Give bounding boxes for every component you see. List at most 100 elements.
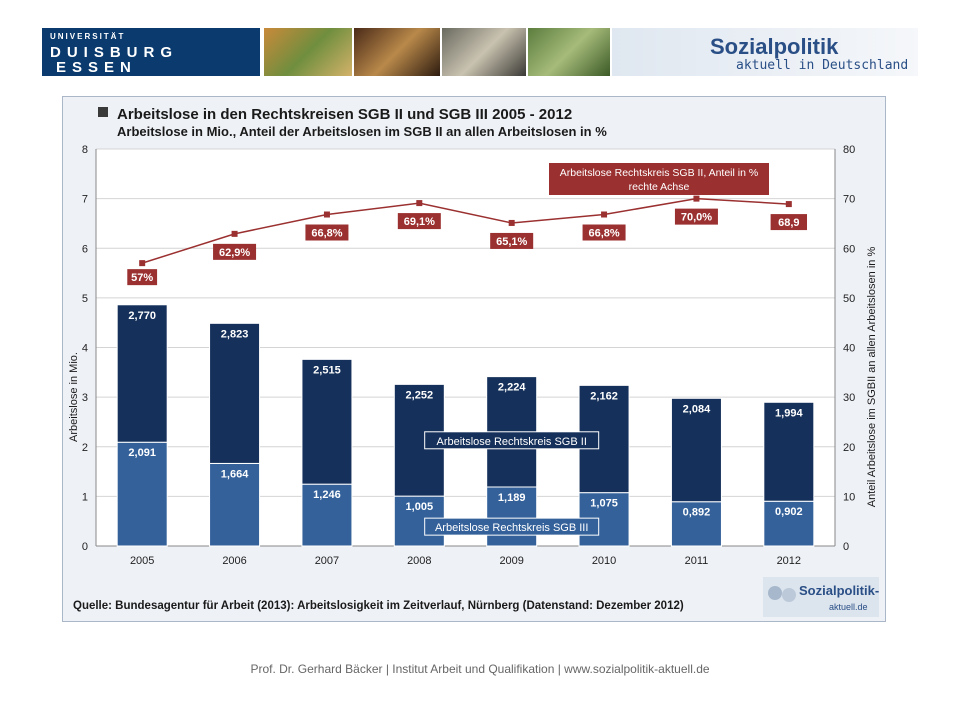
- x-tick-label: 2010: [592, 555, 616, 567]
- data-label-sgb2: 2,515: [313, 364, 341, 376]
- data-label-sgb3: 1,246: [313, 489, 341, 501]
- y-tick-label: 1: [82, 491, 88, 503]
- line-point: [323, 211, 330, 218]
- data-label-sgb2: 2,252: [406, 389, 434, 401]
- bar-sgb2-2011: [670, 397, 722, 503]
- data-label-sgb3: 1,664: [221, 468, 249, 480]
- line-point: [601, 211, 608, 218]
- line-data-label-box: [127, 269, 158, 286]
- x-tick-label: 2007: [315, 555, 339, 567]
- data-label-sgb2: 2,224: [498, 382, 526, 394]
- sozialpolitik-logo[interactable]: Sozialpolitik aktuell in Deutschland: [612, 28, 918, 76]
- line-data-label: 57%: [131, 272, 153, 284]
- y-axis-label: Arbeitslose in Mio.: [68, 352, 80, 442]
- x-tick-label: 2008: [407, 555, 431, 567]
- data-label-sgb2: 2,084: [683, 403, 711, 415]
- bar-sgb3-2006: [209, 462, 261, 547]
- y-tick-label: 0: [82, 541, 88, 553]
- university-logo-line3: ESSEN: [56, 59, 137, 76]
- y-tick-label: 2: [82, 442, 88, 454]
- y2-tick-label: 30: [843, 392, 855, 404]
- bar-sgb2-2005: [116, 304, 168, 443]
- chart-svg: Arbeitslose in den Rechtskreisen SGB II …: [68, 106, 879, 617]
- line-point: [231, 230, 238, 237]
- y2-tick-label: 10: [843, 491, 855, 503]
- page-header: UNIVERSITÄT DUISBURG ESSEN Sozialpolitik…: [0, 0, 960, 82]
- x-tick-label: 2006: [222, 555, 246, 567]
- data-label-sgb2: 2,770: [128, 310, 156, 322]
- line-point: [785, 201, 792, 208]
- y2-axis-label: Anteil Arbeitslose im SGBII an allen Arb…: [866, 247, 878, 508]
- line-sgb2-share: [141, 197, 789, 264]
- bar-sgb3-2007: [301, 483, 353, 547]
- header-photo-4: [528, 28, 610, 76]
- data-label-sgb3: 1,189: [498, 492, 526, 504]
- footer-credit: Prof. Dr. Gerhard Bäcker | Institut Arbe…: [250, 662, 710, 676]
- header-photo-3: [442, 28, 526, 76]
- watermark-logo: Sozialpolitik- aktuell.de: [763, 577, 879, 617]
- university-logo-line1: UNIVERSITÄT: [50, 32, 126, 41]
- line-data-label: 62,9%: [219, 247, 250, 259]
- line-data-label: 70,0%: [681, 212, 712, 224]
- x-tick-label: 2012: [777, 555, 801, 567]
- data-label-sgb2: 2,823: [221, 328, 249, 340]
- line-point: [416, 200, 423, 207]
- data-label-sgb3: 1,075: [590, 498, 618, 510]
- line-data-label: 65,1%: [496, 236, 527, 248]
- line-data-label: 66,8%: [588, 228, 619, 240]
- line-point: [508, 219, 515, 226]
- y2-tick-label: 60: [843, 243, 855, 255]
- data-label-sgb3: 2,091: [128, 447, 156, 459]
- bar-sgb3-2009: [486, 486, 538, 547]
- data-label-sgb3: 0,902: [775, 506, 803, 518]
- watermark-line2: aktuell.de: [829, 602, 868, 612]
- header-photo-1: [264, 28, 352, 76]
- y-tick-label: 6: [82, 243, 88, 255]
- line-legend-text-1: Arbeitslose Rechtskreis SGB II, Anteil i…: [560, 167, 758, 179]
- sgb2-legend-box: [424, 431, 600, 450]
- line-data-label: 69,1%: [404, 216, 435, 228]
- watermark-line1: Sozialpolitik-: [799, 583, 879, 598]
- sgb3-legend-label: Arbeitslose Rechtskreis SGB III: [435, 522, 588, 534]
- chart-subtitle: Arbeitslose in Mio., Anteil der Arbeitsl…: [117, 124, 607, 139]
- y2-tick-label: 20: [843, 442, 855, 454]
- x-tick-label: 2011: [685, 555, 709, 567]
- data-label-sgb2: 2,162: [590, 390, 618, 402]
- sgb2-legend-label: Arbeitslose Rechtskreis SGB II: [436, 436, 586, 448]
- line-legend-box: [549, 163, 769, 195]
- line-data-label-box: [213, 243, 257, 260]
- line-data-label-box: [305, 224, 349, 241]
- header-photo-2: [354, 28, 440, 76]
- y-tick-label: 8: [82, 144, 88, 156]
- chart-title: Arbeitslose in den Rechtskreisen SGB II …: [117, 106, 572, 123]
- y-tick-label: 4: [82, 343, 88, 355]
- line-data-label: 68,9: [778, 217, 799, 229]
- data-label-sgb3: 1,005: [406, 501, 434, 513]
- line-data-label-box: [674, 208, 718, 225]
- university-logo-line2: DUISBURG: [50, 44, 179, 61]
- line-point: [693, 195, 700, 202]
- y2-tick-label: 0: [843, 541, 849, 553]
- x-tick-label: 2009: [499, 555, 523, 567]
- chart-figure: Arbeitslose in den Rechtskreisen SGB II …: [62, 96, 886, 622]
- y-tick-label: 5: [82, 293, 88, 305]
- y2-tick-label: 80: [843, 144, 855, 156]
- data-label-sgb2: 1,994: [775, 407, 803, 419]
- line-point: [139, 260, 146, 267]
- sgb3-legend-box: [424, 517, 600, 536]
- source-note: Quelle: Bundesagentur für Arbeit (2013):…: [73, 600, 684, 612]
- line-data-label-box: [582, 224, 626, 241]
- line-data-label-box: [397, 213, 441, 230]
- y-tick-label: 3: [82, 392, 88, 404]
- x-tick-label: 2005: [130, 555, 154, 567]
- y2-tick-label: 70: [843, 194, 855, 206]
- bar-sgb2-2006: [209, 322, 261, 464]
- bar-sgb3-2005: [116, 441, 168, 547]
- logo-title: Sozialpolitik: [710, 34, 839, 59]
- bar-sgb3-2011: [670, 501, 722, 547]
- line-legend-text-2: rechte Achse: [629, 181, 690, 193]
- bar-sgb2-2007: [301, 358, 353, 485]
- y2-tick-label: 50: [843, 293, 855, 305]
- line-data-label: 66,8%: [311, 228, 342, 240]
- university-logo[interactable]: UNIVERSITÄT DUISBURG ESSEN: [42, 28, 260, 76]
